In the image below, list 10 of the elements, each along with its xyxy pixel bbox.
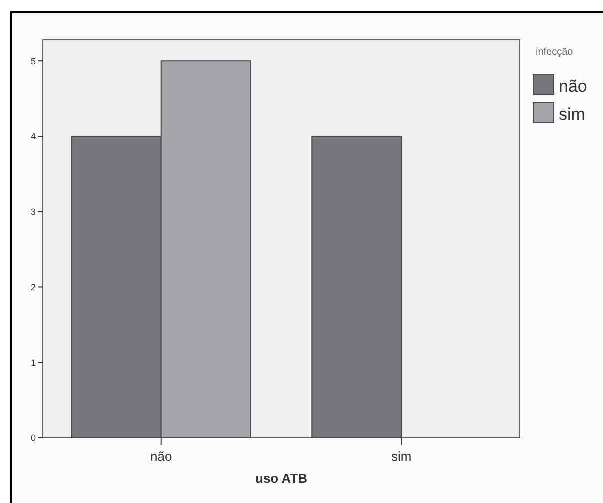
y-tick-label: 5 xyxy=(30,56,36,66)
y-tick-label: 0 xyxy=(30,433,36,444)
legend-label: não xyxy=(559,77,588,96)
y-tick-label: 4 xyxy=(30,132,36,142)
y-tick-label: 1 xyxy=(30,358,36,368)
y-tick-label: 3 xyxy=(30,207,36,218)
legend-label: sim xyxy=(559,105,586,124)
y-tick-label: 2 xyxy=(30,282,36,292)
legend-title: infecção xyxy=(536,47,574,58)
x-axis-title: uso ATB xyxy=(256,471,308,486)
